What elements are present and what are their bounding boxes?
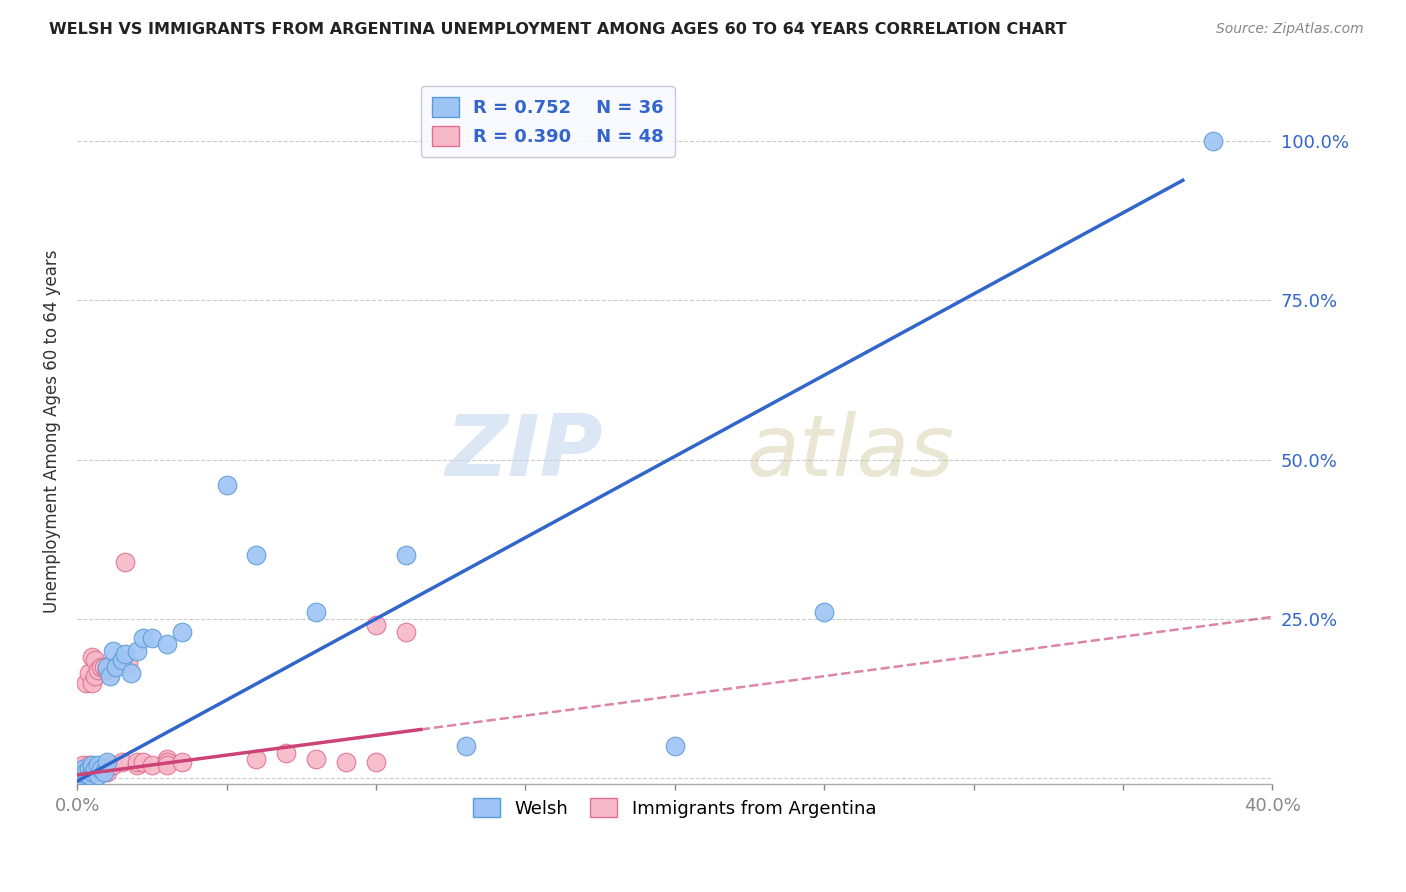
Point (72, 766, 94, 780)
Point (80, 758, 103, 772)
Point (77, 665, 100, 680)
Legend: Welsh, Immigrants from Argentina: Welsh, Immigrants from Argentina (465, 790, 883, 825)
Point (84, 669, 107, 683)
Point (75, 764, 97, 779)
Point (96, 659, 118, 673)
Point (87, 663, 110, 677)
Point (77, 764, 100, 779)
Point (305, 752, 328, 766)
Point (84, 653, 107, 667)
Point (664, 739, 686, 754)
Point (66, 771, 89, 785)
Point (96, 663, 118, 677)
Point (66, 764, 89, 779)
Point (84, 762, 107, 776)
Point (364, 618, 387, 632)
Point (114, 554, 136, 568)
Point (276, 746, 298, 760)
Point (245, 548, 267, 562)
Point (156, 758, 179, 772)
Point (90, 764, 112, 779)
Point (170, 755, 193, 769)
Point (813, 606, 835, 620)
Point (87, 768, 110, 782)
Point (93, 762, 115, 776)
Point (80, 764, 103, 779)
Point (141, 631, 163, 645)
Point (98, 669, 121, 683)
Point (245, 752, 267, 766)
Point (80, 650, 103, 665)
Point (80, 764, 103, 779)
Point (125, 755, 148, 769)
Point (111, 653, 134, 667)
Text: atlas: atlas (747, 410, 955, 493)
Point (72, 762, 94, 776)
Point (77, 762, 100, 776)
Point (125, 643, 148, 657)
Text: ZIP: ZIP (446, 410, 603, 493)
Point (117, 657, 139, 671)
Point (364, 755, 387, 769)
Point (69, 764, 91, 779)
Point (90, 659, 112, 673)
Point (1202, 134, 1225, 148)
Point (101, 758, 124, 772)
Point (215, 478, 238, 492)
Text: Source: ZipAtlas.com: Source: ZipAtlas.com (1216, 22, 1364, 37)
Point (80, 675, 103, 690)
Point (132, 631, 155, 645)
Text: WELSH VS IMMIGRANTS FROM ARGENTINA UNEMPLOYMENT AMONG AGES 60 TO 64 YEARS CORREL: WELSH VS IMMIGRANTS FROM ARGENTINA UNEMP… (49, 22, 1067, 37)
Point (98, 758, 121, 772)
Point (69, 768, 91, 782)
Point (69, 762, 91, 776)
Point (96, 755, 118, 769)
Point (90, 762, 112, 776)
Point (104, 659, 127, 673)
Point (125, 758, 148, 772)
Point (170, 624, 193, 639)
Point (75, 764, 97, 779)
Point (77, 758, 100, 772)
Point (156, 637, 179, 651)
Point (156, 755, 179, 769)
Point (395, 548, 418, 562)
Point (111, 755, 134, 769)
Point (305, 606, 328, 620)
Point (335, 755, 357, 769)
Point (93, 764, 115, 779)
Point (93, 659, 115, 673)
Point (120, 665, 142, 680)
Point (72, 764, 94, 779)
Point (141, 758, 163, 772)
Point (72, 758, 94, 772)
Point (96, 764, 118, 779)
Point (114, 647, 136, 661)
Point (87, 762, 110, 776)
Point (101, 643, 124, 657)
Point (72, 762, 94, 776)
Point (75, 768, 97, 782)
Point (75, 675, 97, 690)
Point (84, 764, 107, 779)
Point (395, 624, 418, 639)
Point (454, 739, 477, 754)
Point (156, 752, 179, 766)
Y-axis label: Unemployment Among Ages 60 to 64 years: Unemployment Among Ages 60 to 64 years (44, 249, 60, 613)
Point (77, 768, 100, 782)
Point (87, 758, 110, 772)
Point (69, 764, 91, 779)
Point (69, 768, 91, 782)
Point (132, 755, 155, 769)
Point (66, 771, 89, 785)
